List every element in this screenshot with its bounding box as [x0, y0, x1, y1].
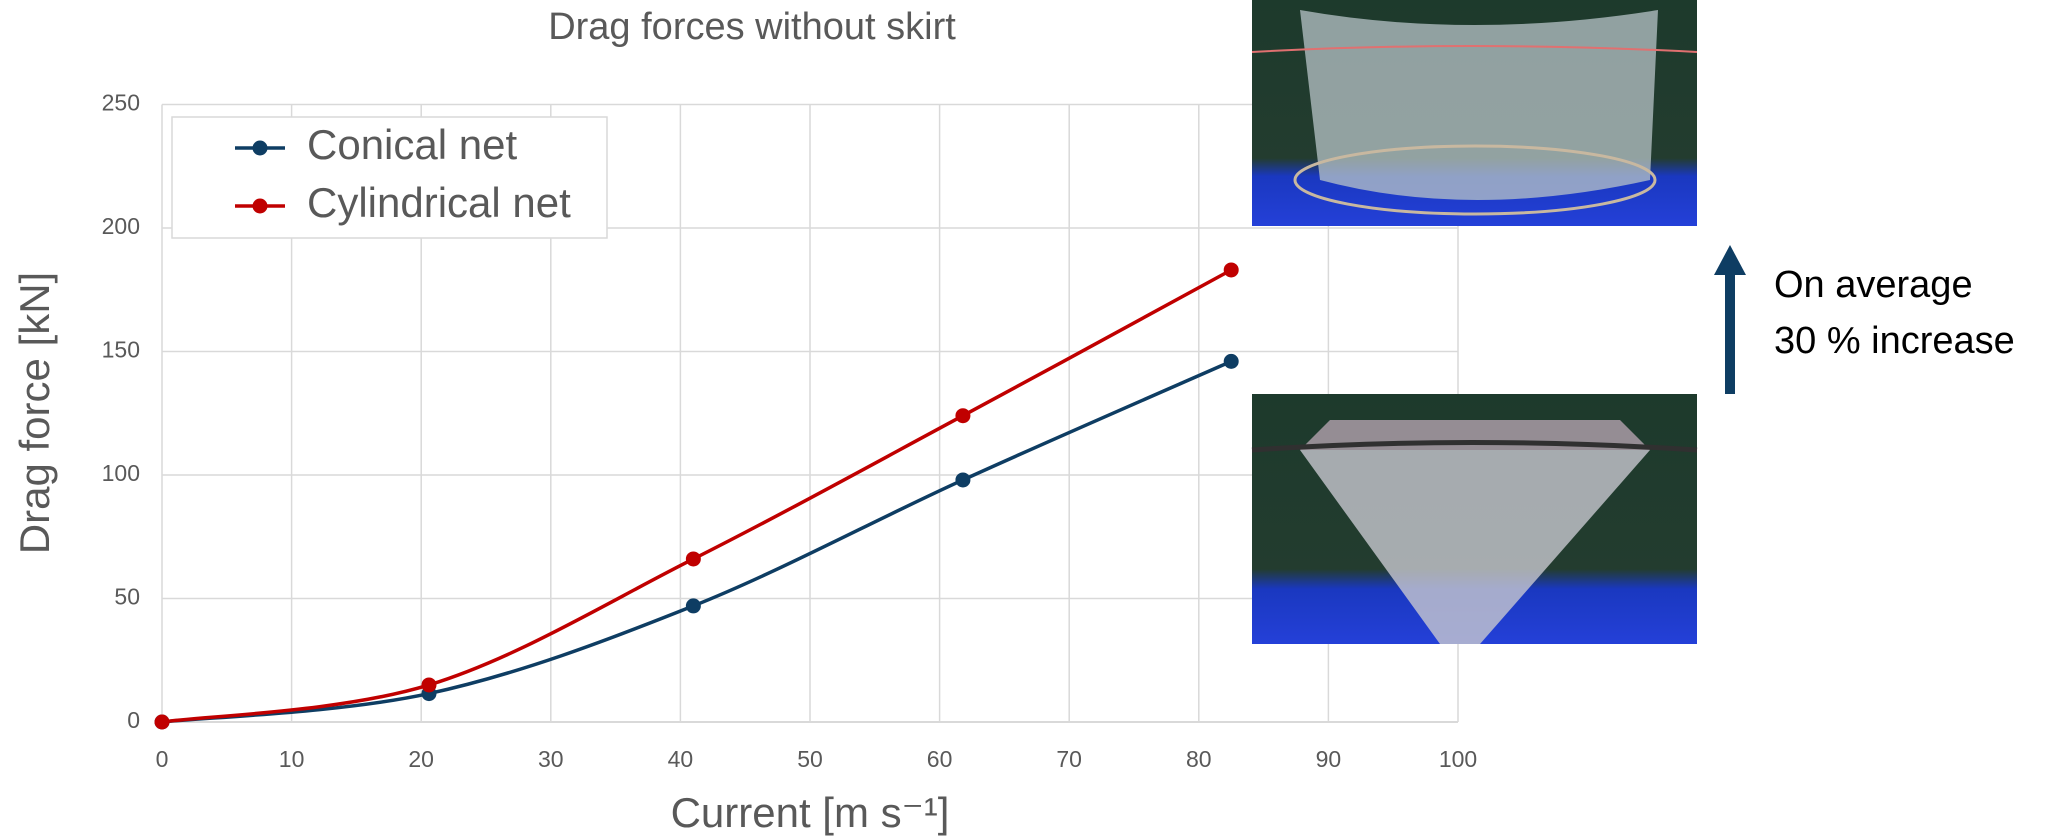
legend-box [171, 116, 608, 239]
y-tick-label: 100 [102, 460, 140, 486]
x-tick-label: 40 [668, 746, 694, 772]
x-tick-label: 100 [1439, 746, 1477, 772]
x-axis-title: Current [m s⁻¹] [671, 789, 950, 836]
data-point [685, 598, 701, 614]
increase-arrow [1714, 245, 1746, 394]
photo-conical [1251, 394, 1698, 644]
y-tick-label: 200 [102, 213, 140, 239]
data-point [154, 714, 170, 730]
x-tick-label: 60 [927, 746, 953, 772]
x-tick-label: 80 [1186, 746, 1212, 772]
x-tick-label: 90 [1316, 746, 1342, 772]
x-tick-label: 50 [797, 746, 823, 772]
legend-swatch [252, 140, 268, 156]
plot-area: 0 50 100 150 200 250 0 10 20 30 40 50 60 70 80 90 100 Con… [102, 90, 1478, 773]
data-point [421, 677, 437, 693]
x-tick-label: 20 [408, 746, 434, 772]
y-tick-label: 150 [102, 337, 140, 363]
x-tick-label: 0 [156, 746, 169, 772]
legend-label: Cylindrical net [307, 179, 571, 226]
y-tick-label: 0 [127, 707, 140, 733]
data-point [955, 472, 971, 488]
annotation: On average [1774, 264, 1973, 306]
series-line [161, 359, 1232, 724]
y-tick-label: 250 [102, 90, 140, 116]
legend-swatch [252, 198, 268, 214]
chart-title: Drag forces without skirt [548, 6, 956, 48]
y-tick-label: 50 [114, 584, 140, 610]
x-tick-label: 10 [279, 746, 305, 772]
x-tick-label: 70 [1056, 746, 1082, 772]
annotation: 30 % increase [1774, 320, 2015, 362]
legend-label: Conical net [307, 121, 517, 168]
data-point [955, 408, 971, 424]
data-point [1223, 353, 1239, 369]
y-axis-title: Drag force [kN] [11, 272, 58, 554]
photo-cylindrical [1251, 0, 1698, 226]
data-point [685, 551, 701, 567]
x-tick-label: 30 [538, 746, 564, 772]
series-line [161, 268, 1233, 724]
data-point [1223, 262, 1239, 278]
